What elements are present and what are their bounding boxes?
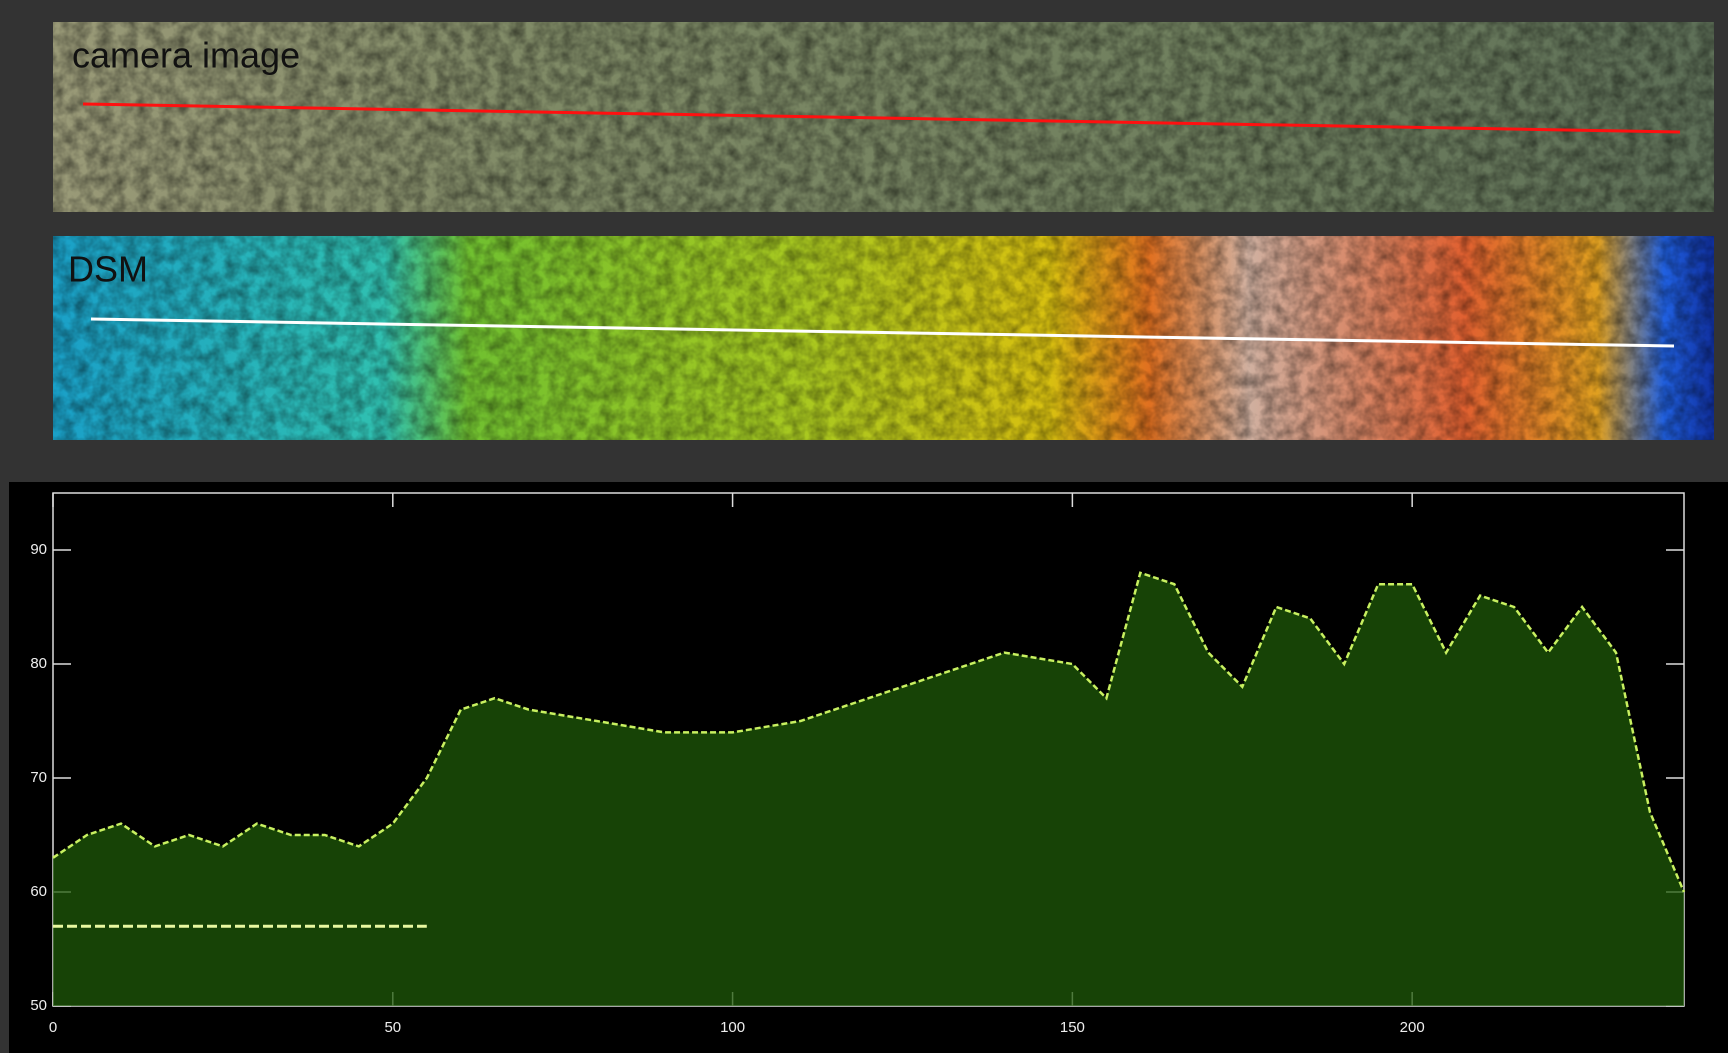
x-tick-label: 0 <box>49 1019 57 1036</box>
camera-label: camera image <box>72 35 300 76</box>
x-tick-label: 200 <box>1400 1019 1425 1036</box>
y-tick-label: 80 <box>30 655 47 672</box>
y-tick-label: 90 <box>30 541 47 558</box>
x-tick-label: 50 <box>384 1019 401 1036</box>
camera-panel: camera image <box>53 22 1714 212</box>
y-tick-label: 50 <box>30 997 47 1014</box>
x-tick-label: 100 <box>720 1019 745 1036</box>
screen: camera image DSM 0501001502005060708090 <box>0 0 1728 1053</box>
dsm-texture <box>53 236 1714 440</box>
y-tick-label: 60 <box>30 883 47 900</box>
dsm-label: DSM <box>68 249 148 290</box>
dsm-panel: DSM <box>53 236 1714 440</box>
y-tick-label: 70 <box>30 769 47 786</box>
x-tick-label: 150 <box>1060 1019 1085 1036</box>
